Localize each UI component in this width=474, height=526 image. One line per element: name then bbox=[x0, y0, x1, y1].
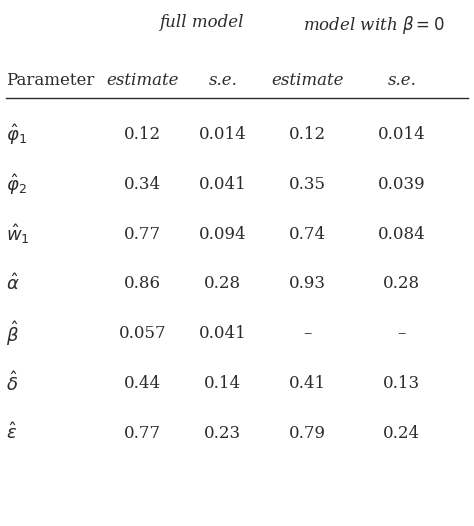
Text: 0.23: 0.23 bbox=[204, 424, 241, 441]
Text: 0.094: 0.094 bbox=[199, 226, 246, 242]
Text: 0.13: 0.13 bbox=[383, 375, 420, 392]
Text: 0.77: 0.77 bbox=[124, 226, 161, 242]
Text: 0.77: 0.77 bbox=[124, 424, 161, 441]
Text: estimate: estimate bbox=[272, 72, 344, 89]
Text: 0.12: 0.12 bbox=[289, 126, 326, 143]
Text: 0.86: 0.86 bbox=[124, 276, 161, 292]
Text: Parameter: Parameter bbox=[6, 72, 94, 89]
Text: 0.93: 0.93 bbox=[289, 276, 326, 292]
Text: 0.041: 0.041 bbox=[199, 176, 247, 193]
Text: 0.14: 0.14 bbox=[204, 375, 241, 392]
Text: $\hat{w}_1$: $\hat{w}_1$ bbox=[6, 222, 30, 246]
Text: $\hat{\delta}$: $\hat{\delta}$ bbox=[6, 371, 18, 395]
Text: s.e.: s.e. bbox=[209, 72, 237, 89]
Text: $\hat{\varphi}_1$: $\hat{\varphi}_1$ bbox=[6, 123, 27, 147]
Text: s.e.: s.e. bbox=[387, 72, 416, 89]
Text: 0.084: 0.084 bbox=[378, 226, 426, 242]
Text: model with $\beta = 0$: model with $\beta = 0$ bbox=[303, 15, 445, 36]
Text: –: – bbox=[303, 325, 312, 342]
Text: 0.44: 0.44 bbox=[124, 375, 161, 392]
Text: $\hat{\beta}$: $\hat{\beta}$ bbox=[6, 319, 19, 348]
Text: 0.34: 0.34 bbox=[124, 176, 161, 193]
Text: 0.057: 0.057 bbox=[119, 325, 166, 342]
Text: 0.79: 0.79 bbox=[289, 424, 326, 441]
Text: 0.12: 0.12 bbox=[124, 126, 161, 143]
Text: full model: full model bbox=[159, 15, 244, 32]
Text: –: – bbox=[398, 325, 406, 342]
Text: 0.041: 0.041 bbox=[199, 325, 247, 342]
Text: 0.28: 0.28 bbox=[204, 276, 241, 292]
Text: 0.35: 0.35 bbox=[289, 176, 326, 193]
Text: $\hat{\varphi}_2$: $\hat{\varphi}_2$ bbox=[6, 172, 27, 197]
Text: 0.24: 0.24 bbox=[383, 424, 420, 441]
Text: 0.039: 0.039 bbox=[378, 176, 426, 193]
Text: $\hat{\alpha}$: $\hat{\alpha}$ bbox=[6, 274, 20, 295]
Text: $\hat{\varepsilon}$: $\hat{\varepsilon}$ bbox=[6, 423, 17, 443]
Text: 0.41: 0.41 bbox=[289, 375, 326, 392]
Text: 0.014: 0.014 bbox=[378, 126, 426, 143]
Text: estimate: estimate bbox=[107, 72, 179, 89]
Text: 0.28: 0.28 bbox=[383, 276, 420, 292]
Text: 0.74: 0.74 bbox=[289, 226, 326, 242]
Text: 0.014: 0.014 bbox=[199, 126, 247, 143]
